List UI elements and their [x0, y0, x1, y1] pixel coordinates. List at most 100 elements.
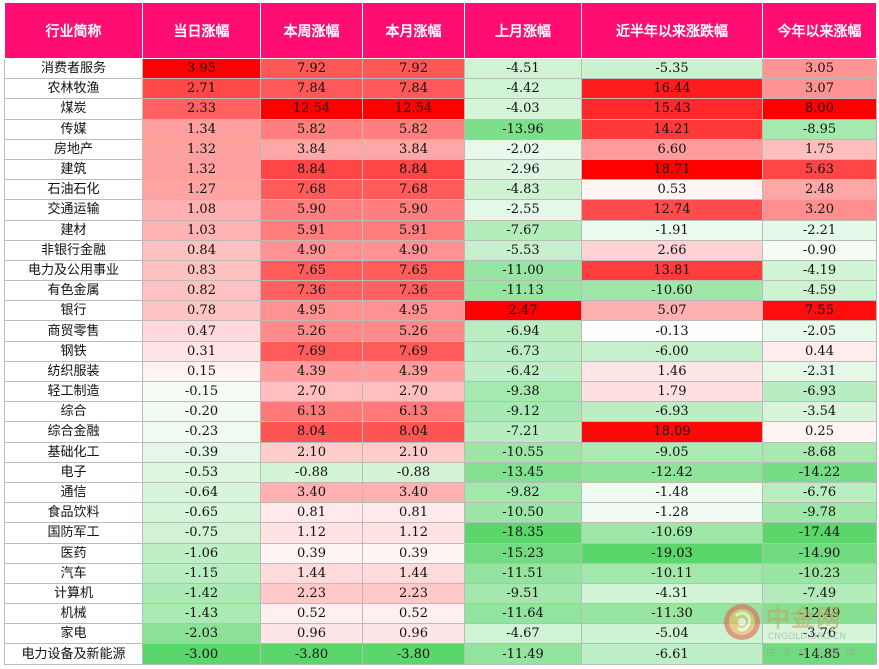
value-cell: 5.07 [581, 300, 763, 322]
value-cell: 4.39 [260, 360, 363, 383]
value-cell: -0.15 [142, 380, 261, 403]
value-cell: -2.05 [762, 320, 877, 342]
watermark-title: 中金网 [766, 604, 841, 632]
value-cell: 5.90 [362, 199, 465, 221]
industry-name: 交通运输 [4, 199, 143, 221]
value-cell: -11.13 [464, 280, 582, 302]
value-cell: 7.36 [260, 280, 363, 302]
value-cell: -14.90 [762, 542, 877, 564]
table-row: 银行 0.78 4.95 4.95 2.47 5.07 7.55 [4, 300, 877, 322]
value-cell: 2.10 [362, 441, 465, 463]
industry-name: 国防军工 [4, 522, 143, 544]
value-cell: -11.00 [464, 259, 582, 282]
table-row: 交通运输 1.08 5.90 5.90 -2.55 12.74 3.20 [4, 199, 877, 221]
value-cell: -2.02 [464, 138, 582, 160]
value-cell: 5.82 [260, 118, 363, 140]
value-cell: -5.04 [581, 623, 763, 645]
value-cell: 3.95 [142, 57, 261, 80]
industry-name: 计算机 [4, 582, 143, 605]
value-cell: -19.03 [581, 542, 763, 564]
value-cell: -11.64 [464, 603, 582, 625]
watermark-subtitle: 中文财经媒体 [766, 648, 862, 659]
value-cell: -4.67 [464, 623, 582, 645]
value-cell: 2.48 [762, 179, 877, 201]
value-cell: 1.12 [362, 522, 465, 544]
value-cell: -9.51 [464, 582, 582, 605]
cngold-logo-icon [724, 604, 760, 640]
header-row: 行业简称 当日涨幅 本周涨幅 本月涨幅 上月涨幅 近半年以来涨跌幅 今年以来涨幅 [4, 2, 877, 59]
value-cell: 1.79 [581, 380, 763, 403]
table-row: 建筑 1.32 8.84 8.84 -2.96 18.71 5.63 [4, 158, 877, 181]
column-header-2: 本周涨幅 [260, 2, 363, 59]
value-cell: 14.21 [581, 118, 763, 140]
value-cell: -4.19 [762, 259, 877, 282]
value-cell: 6.60 [581, 138, 763, 160]
table-row: 汽车 -1.15 1.44 1.44 -11.51 -10.11 -10.23 [4, 562, 877, 584]
value-cell: 7.68 [362, 179, 465, 201]
value-cell: -6.00 [581, 340, 763, 362]
value-cell: -3.54 [762, 401, 877, 423]
table-body: 消费者服务 3.95 7.92 7.92 -4.51 -5.35 3.05 农林牧渔 2.71 7… [4, 57, 877, 665]
industry-name: 电子 [4, 461, 143, 483]
value-cell: 2.33 [142, 98, 261, 120]
table-row: 钢铁 0.31 7.69 7.69 -6.73 -6.00 0.44 [4, 340, 877, 362]
value-cell: -2.96 [464, 158, 582, 181]
value-cell: -4.59 [762, 280, 877, 302]
value-cell: 8.04 [260, 421, 363, 443]
value-cell: -0.64 [142, 481, 261, 504]
industry-name: 石油石化 [4, 179, 143, 201]
value-cell: -6.93 [581, 401, 763, 423]
value-cell: -2.03 [142, 623, 261, 645]
value-cell: -18.35 [464, 522, 582, 544]
industry-name: 通信 [4, 481, 143, 504]
table-row: 石油石化 1.27 7.68 7.68 -4.83 0.53 2.48 [4, 179, 877, 201]
value-cell: -6.94 [464, 320, 582, 342]
value-cell: -1.06 [142, 542, 261, 564]
table-row: 建材 1.03 5.91 5.91 -7.67 -1.91 -2.21 [4, 219, 877, 241]
value-cell: 0.52 [260, 603, 363, 625]
value-cell: -1.91 [581, 219, 763, 241]
value-cell: -2.31 [762, 360, 877, 383]
value-cell: 18.09 [581, 421, 763, 443]
value-cell: 3.40 [260, 481, 363, 504]
table-row: 纺织服装 0.15 4.39 4.39 -6.42 1.46 -2.31 [4, 360, 877, 383]
industry-name: 建筑 [4, 158, 143, 181]
value-cell: 0.96 [260, 623, 363, 645]
value-cell: 0.83 [142, 259, 261, 282]
value-cell: 2.23 [260, 582, 363, 605]
value-cell: -10.11 [581, 562, 763, 584]
value-cell: 12.54 [260, 98, 363, 120]
value-cell: -5.35 [581, 57, 763, 80]
table-row: 有色金属 0.82 7.36 7.36 -11.13 -10.60 -4.59 [4, 280, 877, 302]
value-cell: -8.95 [762, 118, 877, 140]
value-cell: 1.44 [260, 562, 363, 584]
value-cell: -3.80 [362, 643, 465, 665]
industry-name: 电力及公用事业 [4, 259, 143, 282]
value-cell: -1.48 [581, 481, 763, 504]
value-cell: 2.71 [142, 78, 261, 100]
value-cell: -2.55 [464, 199, 582, 221]
value-cell: 0.81 [260, 502, 363, 524]
value-cell: 7.36 [362, 280, 465, 302]
value-cell: 1.46 [581, 360, 763, 383]
value-cell: -9.05 [581, 441, 763, 463]
industry-name: 医药 [4, 542, 143, 564]
value-cell: -4.03 [464, 98, 582, 120]
industry-name: 非银行金融 [4, 239, 143, 261]
value-cell: 0.84 [142, 239, 261, 261]
value-cell: -10.55 [464, 441, 582, 463]
value-cell: 5.26 [260, 320, 363, 342]
value-cell: 5.91 [260, 219, 363, 241]
value-cell: 4.90 [362, 239, 465, 261]
value-cell: 6.13 [260, 401, 363, 423]
value-cell: 6.13 [362, 401, 465, 423]
value-cell: -14.85 [762, 643, 877, 665]
value-cell: -6.61 [581, 643, 763, 665]
value-cell: 7.69 [362, 340, 465, 362]
value-cell: 5.26 [362, 320, 465, 342]
value-cell: 1.75 [762, 138, 877, 160]
value-cell: 8.84 [362, 158, 465, 181]
table-row: 机械 -1.43 0.52 0.52 -11.64 -11.30 -12.49 [4, 603, 877, 625]
industry-name: 综合 [4, 401, 143, 423]
value-cell: 0.44 [762, 340, 877, 362]
